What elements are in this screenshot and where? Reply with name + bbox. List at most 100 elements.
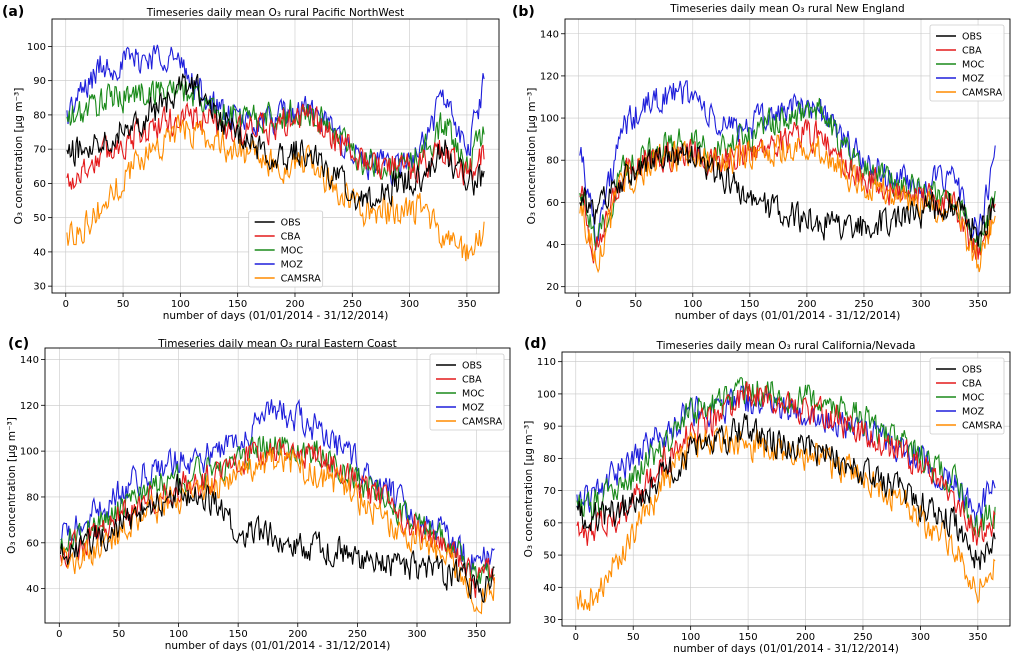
y-tick-label: 110 [537, 357, 556, 368]
x-tick-label: 300 [407, 629, 426, 640]
y-tick-label: 140 [540, 29, 559, 40]
y-tick-label: 30 [543, 615, 556, 626]
y-tick-label: 70 [33, 145, 46, 156]
legend-label: MOC [962, 60, 985, 71]
y-tick-label: 100 [20, 447, 39, 458]
panel-d: (d) Timeseries daily mean O₃ rural Califo… [523, 336, 1011, 655]
x-tick-label: 0 [56, 629, 62, 640]
y-tick-label: 90 [33, 76, 46, 87]
y-tick-label: 80 [543, 454, 556, 465]
x-tick-label: 350 [467, 629, 486, 640]
legend: OBS CBA MOC MOZ CAMSRA [929, 24, 1005, 102]
x-tick-label: 350 [457, 299, 476, 310]
series-line-moz [60, 398, 495, 574]
legend-label: CBA [462, 375, 482, 386]
legend-box [929, 24, 1005, 102]
chart-title: Timeseries daily mean O₃ rural Californi… [656, 340, 916, 352]
legend-box [248, 210, 324, 288]
y-tick-label: 50 [33, 213, 46, 224]
legend-label: MOC [281, 246, 304, 257]
x-tick-label: 50 [113, 629, 126, 640]
legend-label: OBS [462, 361, 482, 372]
y-tick-label: 40 [33, 247, 46, 258]
y-tick-label: 40 [543, 583, 556, 594]
legend-label: CAMSRA [962, 421, 1003, 432]
series-line-obs [579, 143, 996, 247]
series-line-obs [59, 473, 495, 604]
x-tick-label: 200 [288, 629, 307, 640]
y-tick-label: 120 [20, 401, 39, 412]
legend-label: OBS [962, 365, 982, 376]
x-tick-label: 300 [911, 299, 930, 310]
y-tick-label: 80 [33, 110, 46, 121]
x-tick-label: 0 [576, 299, 582, 310]
y-tick-label: 100 [537, 389, 556, 400]
legend-box [929, 357, 1005, 435]
series-line-moz [579, 80, 996, 250]
x-tick-label: 100 [683, 299, 702, 310]
y-axis-label: O₃ concentration [μg m⁻³] [6, 417, 18, 554]
panel-label: (d) [524, 336, 547, 352]
chart-title: Timeseries daily mean O₃ rural Eastern C… [157, 338, 397, 350]
x-tick-label: 50 [629, 299, 642, 310]
x-tick-label: 50 [117, 299, 130, 310]
series-line-obs [576, 413, 996, 570]
legend-box [429, 353, 505, 431]
legend-label: MOC [962, 393, 985, 404]
legend-label: MOC [462, 389, 485, 400]
y-tick-label: 100 [540, 114, 559, 125]
panel-c: (c) Timeseries daily mean O₃ rural Easter… [6, 336, 511, 652]
x-tick-label: 100 [169, 629, 188, 640]
chart-title: Timeseries daily mean O₃ rural New Engla… [669, 3, 904, 15]
x-tick-label: 250 [343, 299, 362, 310]
legend: OBS CBA MOC MOZ CAMSRA [248, 210, 324, 288]
y-tick-label: 70 [543, 486, 556, 497]
x-tick-label: 50 [627, 632, 640, 643]
legend-label: OBS [962, 32, 982, 43]
chart-title: Timeseries daily mean O₃ rural Pacific N… [146, 7, 404, 19]
legend-label: CBA [962, 379, 982, 390]
x-tick-label: 150 [229, 629, 248, 640]
x-tick-label: 350 [968, 632, 987, 643]
x-tick-label: 150 [739, 632, 758, 643]
x-tick-label: 250 [348, 629, 367, 640]
panel-label: (c) [8, 336, 29, 352]
panel-a: (a) Timeseries daily mean O₃ rural Pacifi… [2, 4, 500, 322]
x-tick-label: 150 [228, 299, 247, 310]
plot-frame [564, 18, 1011, 294]
legend-label: MOZ [962, 74, 985, 85]
x-tick-label: 300 [400, 299, 419, 310]
panel-b: (b) Timeseries daily mean O₃ rural New En… [512, 3, 1011, 322]
x-axis-label: number of days (01/01/2014 - 31/12/2014) [163, 310, 389, 322]
y-tick-label: 80 [26, 492, 39, 503]
x-axis-label: number of days (01/01/2014 - 31/12/2014) [673, 643, 899, 655]
y-tick-label: 50 [543, 551, 556, 562]
y-tick-label: 60 [33, 179, 46, 190]
legend: OBS CBA MOC MOZ CAMSRA [429, 353, 505, 431]
series-line-moc [66, 77, 485, 181]
legend-label: CAMSRA [281, 274, 322, 285]
plot-frame [561, 351, 1011, 627]
panel-label: (b) [512, 4, 535, 20]
legend-label: OBS [281, 218, 301, 229]
plot-frame [44, 347, 511, 624]
y-tick-label: 20 [546, 282, 559, 293]
legend-label: CAMSRA [462, 417, 503, 428]
x-tick-label: 150 [740, 299, 759, 310]
y-tick-label: 40 [26, 584, 39, 595]
x-tick-label: 0 [63, 299, 69, 310]
x-axis-label: number of days (01/01/2014 - 31/12/2014) [165, 640, 391, 652]
y-axis-label: O₃ concentration [μg m⁻³] [523, 421, 535, 558]
y-tick-label: 30 [33, 282, 46, 293]
y-tick-label: 40 [546, 240, 559, 251]
x-tick-label: 100 [171, 299, 190, 310]
x-tick-label: 200 [797, 299, 816, 310]
legend-label: CBA [962, 46, 982, 57]
legend: OBS CBA MOC MOZ CAMSRA [929, 357, 1005, 435]
legend-label: MOZ [962, 407, 985, 418]
series-line-cba [576, 381, 996, 546]
x-tick-label: 250 [854, 299, 873, 310]
plot-frame [51, 18, 500, 294]
legend-label: MOZ [462, 403, 485, 414]
panel-label: (a) [2, 4, 24, 20]
